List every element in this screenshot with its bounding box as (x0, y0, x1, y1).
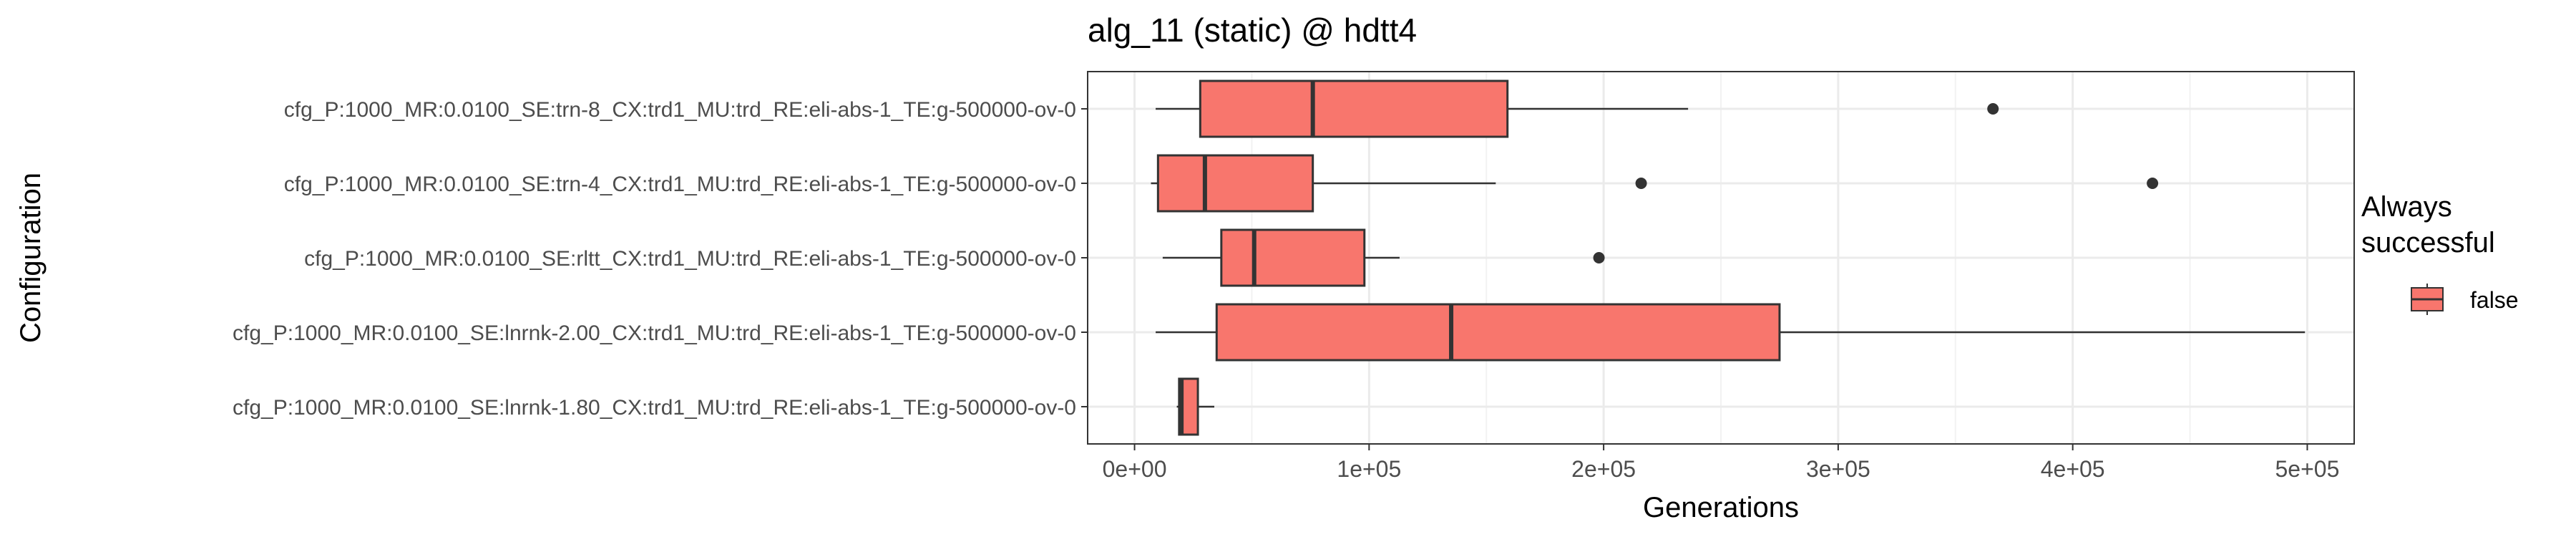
x-tick-label: 1e+05 (1337, 456, 1401, 482)
x-tick-labels: 0e+00 1e+05 2e+05 3e+05 4e+05 5e+05 (1103, 444, 2340, 482)
x-tick-label: 3e+05 (1806, 456, 1870, 482)
box-1 (1156, 79, 1999, 138)
x-tick-label: 0e+00 (1103, 456, 1167, 482)
box-4 (1156, 303, 2306, 362)
box-5 (1176, 377, 1214, 436)
outlier-point (1635, 178, 1647, 189)
box-2 (1151, 154, 2159, 213)
box-iqr (1199, 79, 1509, 138)
legend: Always successful false (2361, 191, 2519, 315)
y-tick-label: cfg_P:1000_MR:0.0100_SE:rltt_CX:trd1_MU:… (304, 247, 1076, 271)
y-tick-label: cfg_P:1000_MR:0.0100_SE:trn-4_CX:trd1_MU… (284, 173, 1076, 196)
y-tick-label: cfg_P:1000_MR:0.0100_SE:trn-8_CX:trd1_MU… (284, 98, 1076, 122)
outlier-point (2147, 178, 2159, 189)
y-axis-label: Configuration (15, 173, 47, 343)
box-iqr (1220, 228, 1366, 287)
y-tick-label: cfg_P:1000_MR:0.0100_SE:lnrnk-1.80_CX:tr… (233, 396, 1076, 420)
box-3 (1162, 228, 1605, 287)
box-iqr (1156, 154, 1314, 213)
x-tick-label: 4e+05 (2041, 456, 2105, 482)
y-tick-labels: cfg_P:1000_MR:0.0100_SE:trn-8_CX:trd1_MU… (233, 98, 1088, 420)
legend-title-line-1: Always (2361, 191, 2452, 223)
legend-title-line-2: successful (2361, 227, 2495, 258)
outlier-point (1593, 252, 1605, 263)
x-tick-label: 5e+05 (2275, 456, 2340, 482)
y-tick-label: cfg_P:1000_MR:0.0100_SE:lnrnk-2.00_CX:tr… (233, 321, 1076, 345)
legend-entry-label: false (2470, 287, 2519, 313)
chart-title: alg_11 (static) @ hdtt4 (1088, 11, 1417, 49)
box-series (1151, 79, 2306, 436)
x-tick-label: 2e+05 (1571, 456, 1636, 482)
x-axis-label: Generations (1643, 492, 1799, 523)
box-iqr (1215, 303, 1781, 362)
outlier-point (1987, 103, 1999, 115)
